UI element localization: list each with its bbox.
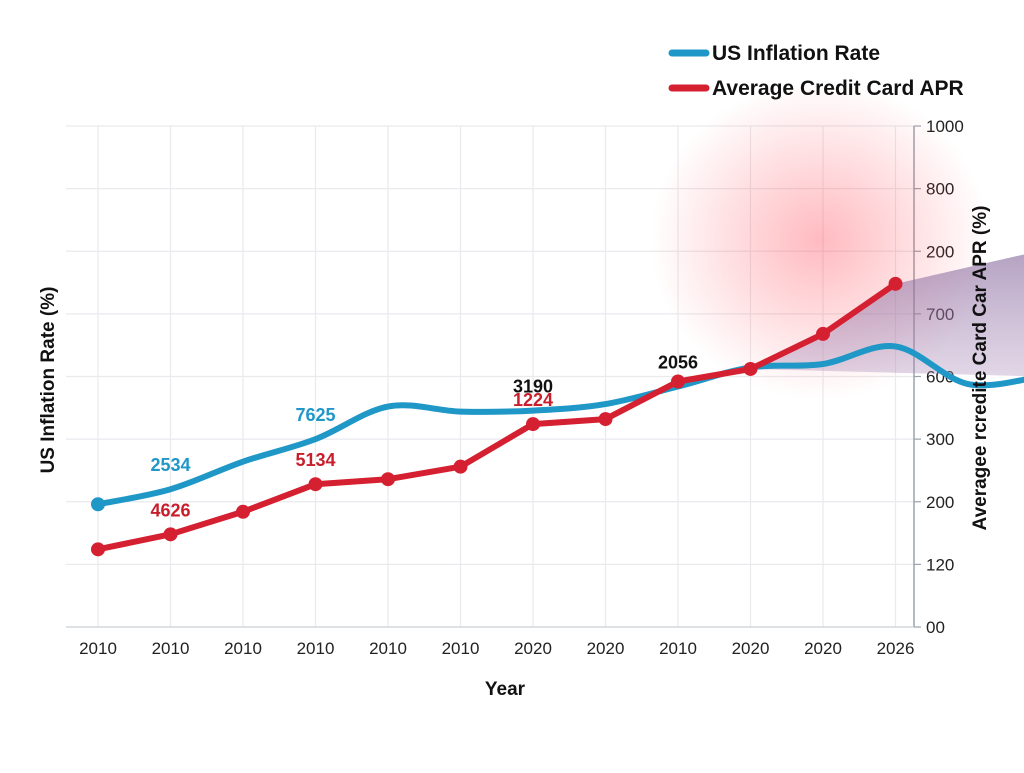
right-tick-label: 300 xyxy=(926,430,954,449)
x-tick-label: 2010 xyxy=(442,639,480,658)
apr-point xyxy=(816,327,830,341)
x-tick-label: 2020 xyxy=(587,639,625,658)
x-tick-label: 2020 xyxy=(514,639,552,658)
x-tick-label: 2010 xyxy=(369,639,407,658)
x-tick-label: 2010 xyxy=(152,639,190,658)
x-tick-label: 2010 xyxy=(79,639,117,658)
inflation-point xyxy=(91,497,105,511)
apr-point xyxy=(164,527,178,541)
apr-point xyxy=(454,460,468,474)
x-tick-label: 2010 xyxy=(224,639,262,658)
x-tick-label: 2020 xyxy=(732,639,770,658)
x-axis-tick-labels: 2010 2010 2010 2010 2010 2010 2020 2020 2010 2020… xyxy=(79,639,914,658)
data-label: 5134 xyxy=(295,450,335,470)
x-tick-label: 2010 xyxy=(659,639,697,658)
apr-point xyxy=(309,477,323,491)
data-label: 2056 xyxy=(658,353,698,373)
apr-point xyxy=(381,472,395,486)
apr-point xyxy=(526,417,540,431)
data-label: 1224 xyxy=(513,390,553,410)
data-label: 7625 xyxy=(295,405,335,425)
x-tick-label: 2020 xyxy=(804,639,842,658)
legend: US Inflation Rate Average Credit Card AP… xyxy=(672,42,964,100)
y-axis-title-right: Averagee rcredite Card Car APR (%) xyxy=(970,206,991,531)
apr-point xyxy=(671,375,685,389)
data-label: 2534 xyxy=(150,455,190,475)
apr-point xyxy=(236,505,250,519)
y-axis-title-left: US Inflation Rate (%) xyxy=(38,287,59,474)
x-tick-label: 2010 xyxy=(297,639,335,658)
apr-point xyxy=(599,412,613,426)
right-tick-label: 120 xyxy=(926,555,954,574)
apr-point xyxy=(889,277,903,291)
apr-point xyxy=(744,362,758,376)
apr-point xyxy=(91,542,105,556)
legend-label-apr: Average Credit Card APR xyxy=(712,77,964,100)
legend-label-inflation: US Inflation Rate xyxy=(712,42,880,65)
data-label: 4626 xyxy=(150,500,190,520)
x-axis-title: Year xyxy=(485,679,526,700)
right-tick-label: 200 xyxy=(926,493,954,512)
right-tick-label: 00 xyxy=(926,618,945,637)
x-tick-label: 2026 xyxy=(877,639,915,658)
